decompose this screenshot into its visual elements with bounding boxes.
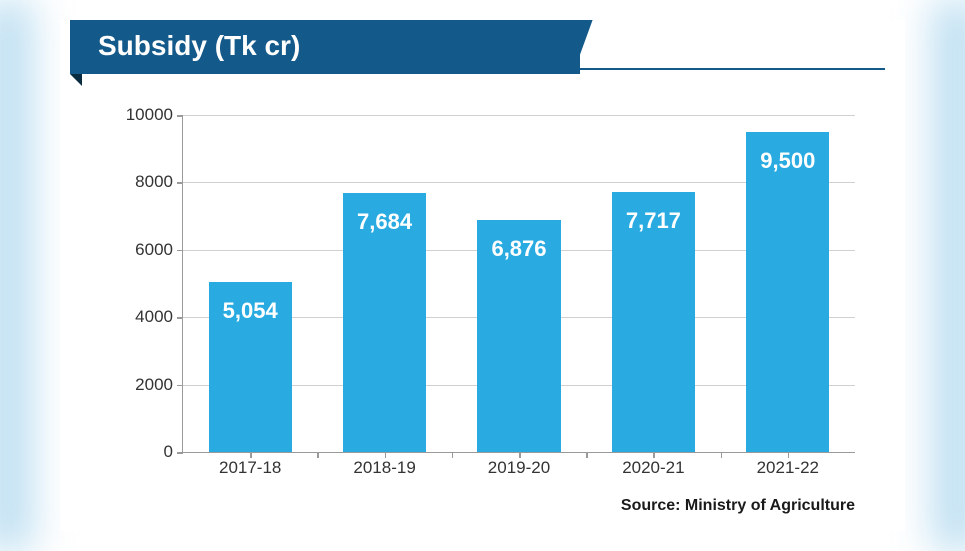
ytick-label: 10000 xyxy=(126,105,183,125)
xtick-mark xyxy=(586,452,588,458)
chart-card: Subsidy (Tk cr) 02000400060008000100005,… xyxy=(60,20,905,531)
bar: 5,054 xyxy=(209,282,292,452)
ytick-label: 2000 xyxy=(135,375,183,395)
decorative-blur-right xyxy=(930,0,965,551)
chart-title: Subsidy (Tk cr) xyxy=(70,20,580,74)
xtick-mark xyxy=(519,452,521,458)
source-attribution: Source: Ministry of Agriculture xyxy=(621,497,855,515)
xtick-mark xyxy=(250,452,252,458)
xtick-mark xyxy=(788,452,790,458)
title-bar: Subsidy (Tk cr) xyxy=(70,20,905,74)
bar: 7,717 xyxy=(612,192,695,452)
chart-area: 02000400060008000100005,0542017-187,6842… xyxy=(110,110,865,481)
bar-value-label: 7,684 xyxy=(357,209,412,235)
ytick-label: 8000 xyxy=(135,172,183,192)
bar: 9,500 xyxy=(746,132,829,452)
bar-value-label: 5,054 xyxy=(223,298,278,324)
xtick-mark xyxy=(452,452,454,458)
bar: 7,684 xyxy=(343,193,426,452)
gridline xyxy=(183,115,855,116)
ytick-label: 0 xyxy=(164,442,183,462)
bar-value-label: 9,500 xyxy=(760,148,815,174)
ytick-label: 4000 xyxy=(135,307,183,327)
xtick-mark xyxy=(385,452,387,458)
plot-region: 02000400060008000100005,0542017-187,6842… xyxy=(182,115,855,453)
title-underline xyxy=(70,68,885,70)
bar-value-label: 6,876 xyxy=(491,236,546,262)
ytick-label: 6000 xyxy=(135,240,183,260)
decorative-blur-left xyxy=(0,0,35,551)
bar: 6,876 xyxy=(477,220,560,452)
xtick-mark xyxy=(653,452,655,458)
xtick-mark xyxy=(721,452,723,458)
bar-value-label: 7,717 xyxy=(626,208,681,234)
xtick-mark xyxy=(317,452,319,458)
